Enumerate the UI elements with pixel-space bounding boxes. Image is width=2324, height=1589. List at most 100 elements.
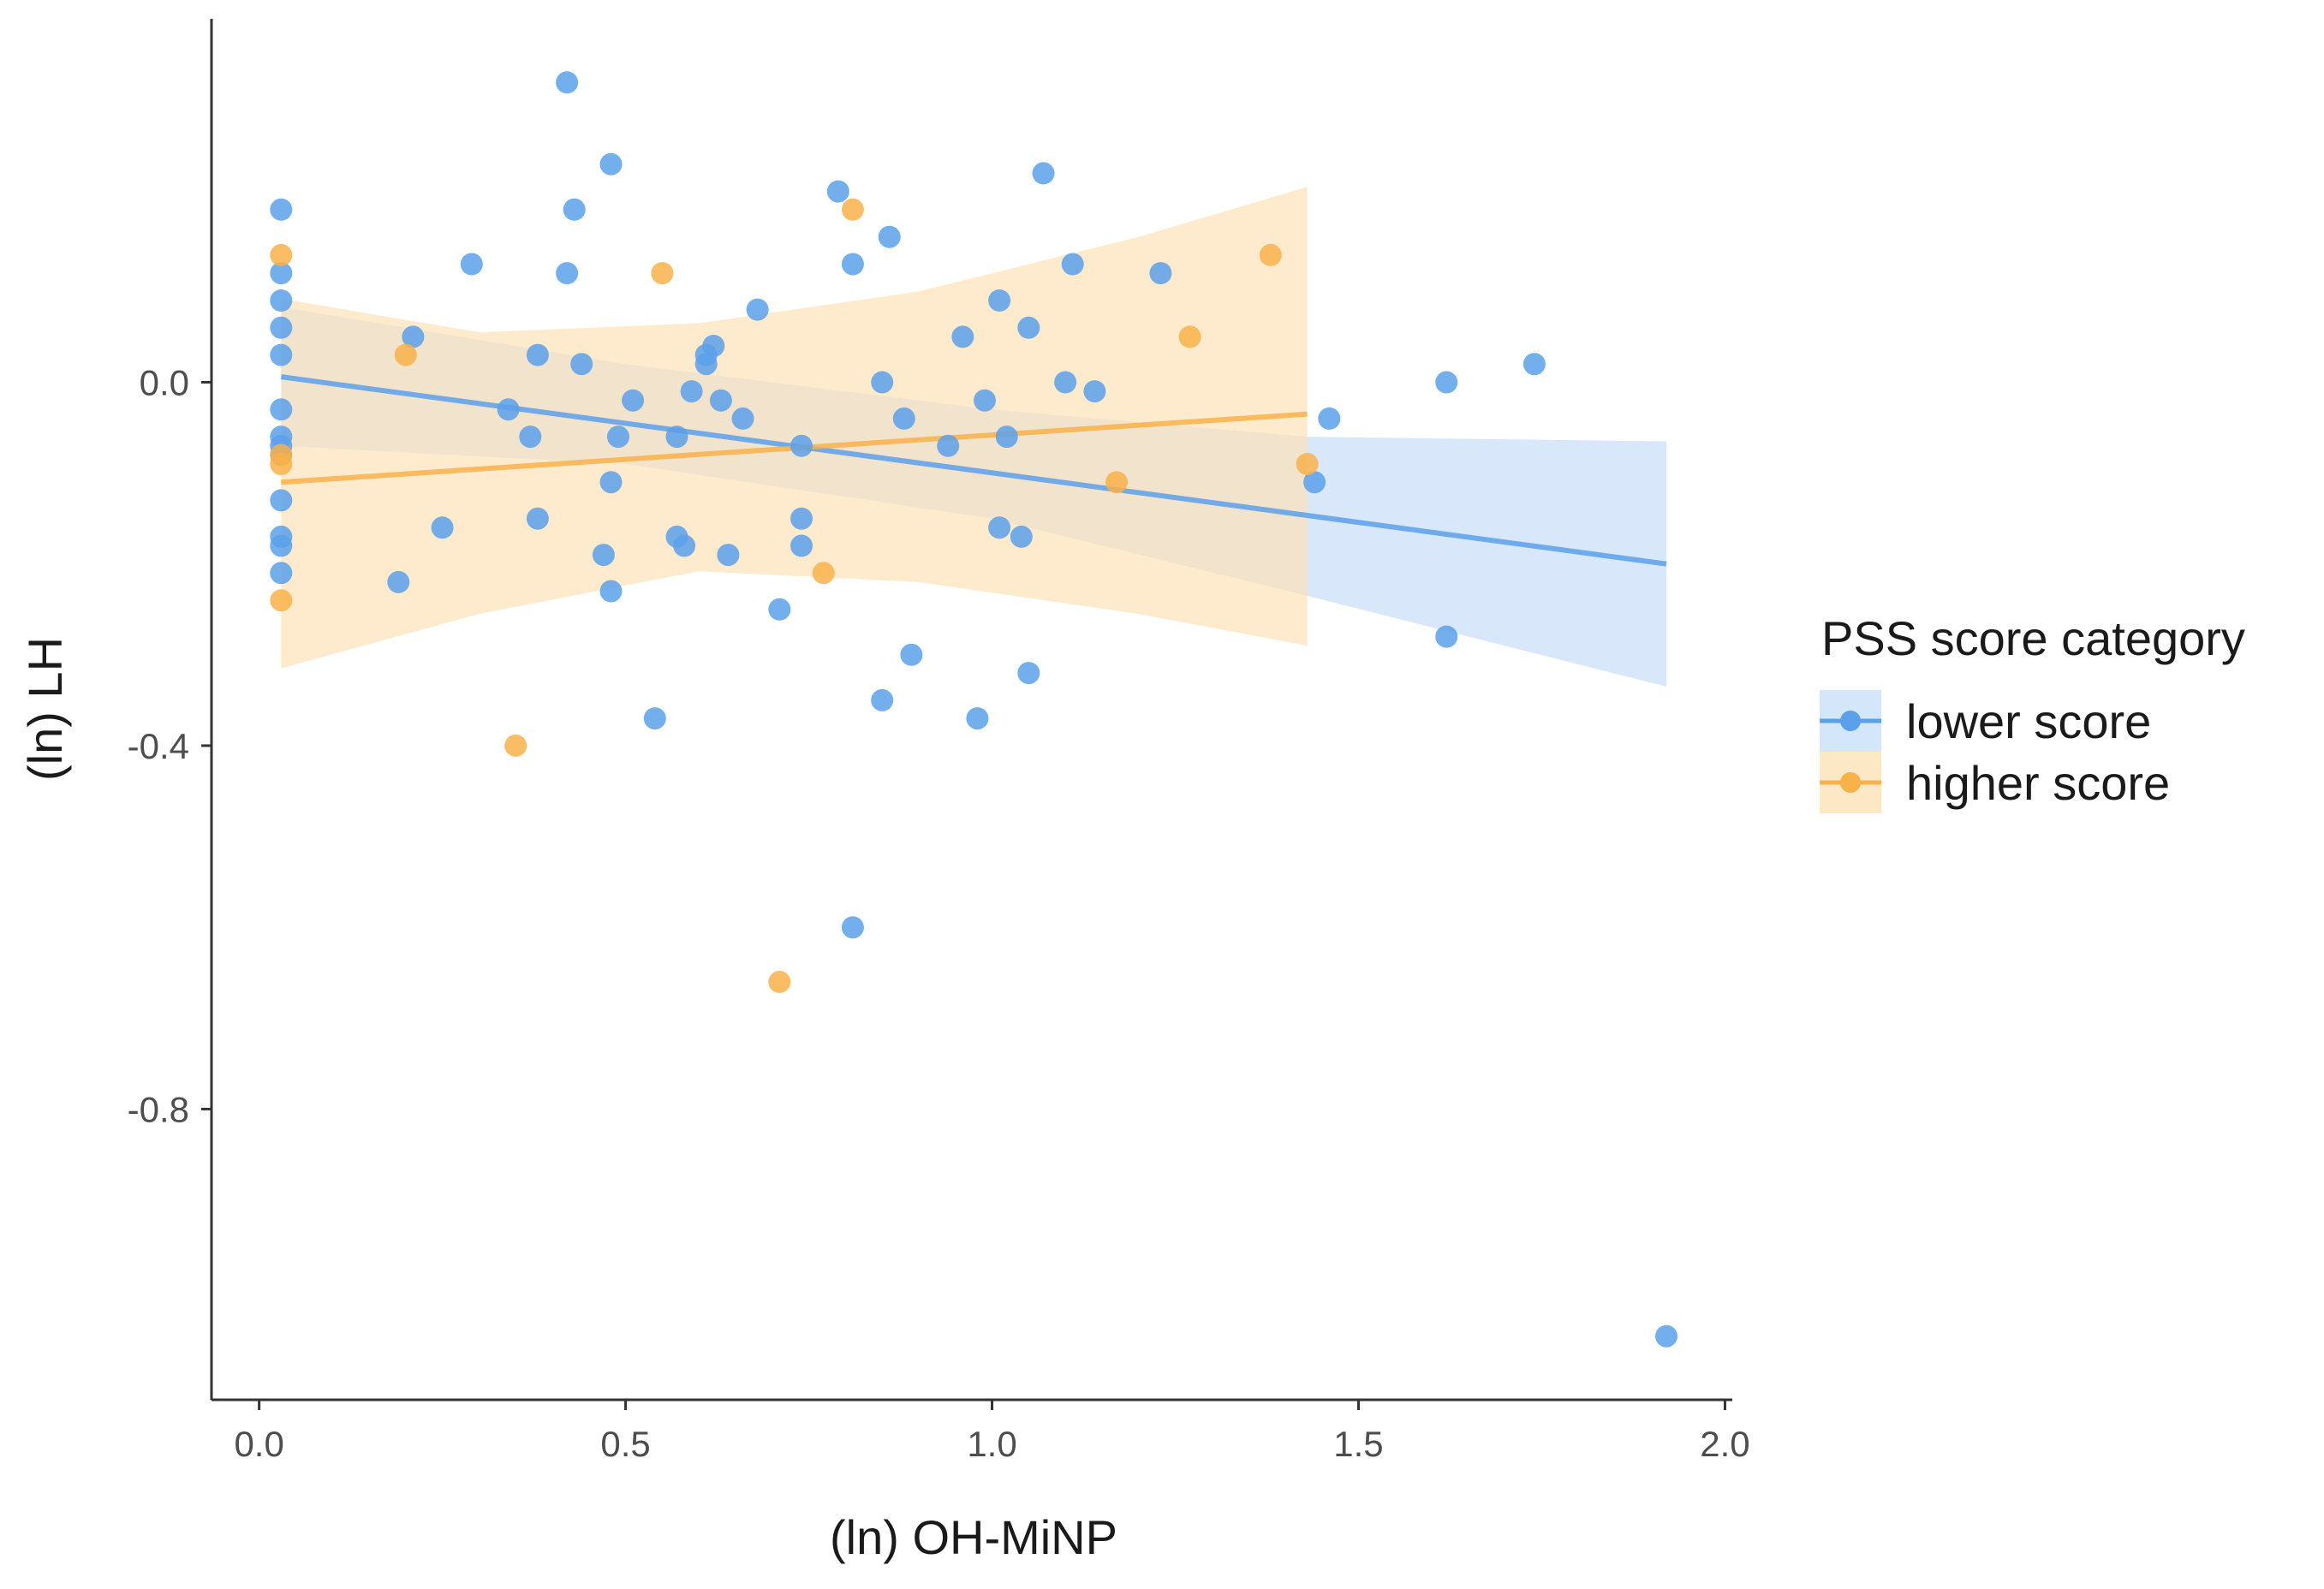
point-lower [1017,662,1040,685]
x-tick-label: 0.5 [600,1424,650,1464]
point-lower [1655,1324,1677,1348]
point-lower [694,353,718,376]
point-lower [270,534,293,557]
point-lower [841,253,864,276]
point-lower [790,534,813,557]
point-lower [556,262,579,285]
point-lower [709,389,732,412]
y-tick-label: -0.4 [128,726,189,766]
point-lower [892,407,915,430]
legend: PSS score category lower score higher sc… [1820,611,2245,813]
point-lower [270,289,293,312]
point-lower [270,262,293,285]
point-lower [871,371,894,394]
point-lower [673,534,696,557]
point-lower [746,298,769,321]
point-lower [988,289,1011,312]
axes [210,19,1732,1402]
point-higher [504,734,527,757]
confidence-band-higher [281,187,1308,669]
point-lower [937,434,960,457]
x-tick-label: 2.0 [1700,1424,1749,1464]
legend-key-lower-point [1840,711,1861,731]
point-lower [731,407,754,430]
point-lower [974,389,996,412]
legend-key-higher-point [1840,772,1861,793]
point-lower [519,426,542,449]
point-lower [1083,380,1106,403]
point-lower [790,507,813,530]
point-lower [702,335,725,357]
point-higher [394,343,417,366]
point-lower [526,343,549,366]
point-lower [431,516,454,539]
point-lower [1061,253,1084,276]
y-tick-label: -0.8 [128,1089,189,1129]
point-lower [599,471,623,494]
point-lower [717,544,740,567]
point-lower [270,198,293,221]
point-lower [1303,471,1326,494]
point-lower [1017,316,1040,339]
point-higher [812,562,835,585]
x-tick-label: 0.0 [234,1424,283,1464]
point-lower [1032,162,1055,185]
point-lower [622,389,645,412]
point-lower [270,316,293,339]
point-lower [988,516,1011,539]
point-lower [995,426,1018,449]
point-lower [643,707,666,730]
point-lower [1523,353,1546,376]
point-lower [966,707,989,730]
point-higher [270,453,293,475]
point-lower [563,198,586,221]
axis-ticks: 0.0 0.5 1.0 1.5 2.0 0.0 -0.4 -0.8 [128,362,1750,1464]
point-lower [556,71,579,94]
point-lower [402,325,425,348]
y-tick-label: 0.0 [140,362,189,402]
point-lower [592,544,615,567]
legend-title: PSS score category [1821,611,2245,665]
legend-label-higher: higher score [1906,756,2170,810]
point-lower [768,598,791,621]
point-lower [599,152,623,176]
y-axis-title: (ln) LH [18,637,72,781]
point-higher [1296,453,1319,475]
point-lower [951,325,974,348]
point-lower [841,916,864,939]
point-lower [270,398,293,421]
point-lower [1435,625,1458,648]
point-higher [841,198,864,221]
point-lower [270,562,293,585]
point-lower [1054,371,1077,394]
point-lower [570,353,593,376]
point-higher [270,243,293,266]
point-lower [665,426,688,449]
point-higher [1178,325,1201,348]
point-higher [270,589,293,612]
point-lower [526,507,549,530]
point-higher [1105,471,1128,494]
point-lower [1010,525,1033,548]
point-lower [270,489,293,512]
x-tick-label: 1.0 [967,1424,1016,1464]
legend-label-lower: lower score [1906,694,2151,748]
point-lower [900,643,923,666]
point-lower [270,343,293,366]
point-lower [1318,407,1341,430]
data-points [270,71,1677,1348]
point-lower [1149,262,1172,285]
point-lower [871,688,894,711]
point-higher [768,970,791,993]
point-lower [790,434,813,457]
point-lower [1435,371,1458,394]
point-higher [1259,243,1282,266]
point-lower [497,398,520,421]
point-lower [599,580,623,603]
point-lower [680,380,703,403]
point-lower [387,570,410,593]
point-higher [651,262,674,285]
point-lower [826,180,849,203]
point-lower [878,225,901,248]
